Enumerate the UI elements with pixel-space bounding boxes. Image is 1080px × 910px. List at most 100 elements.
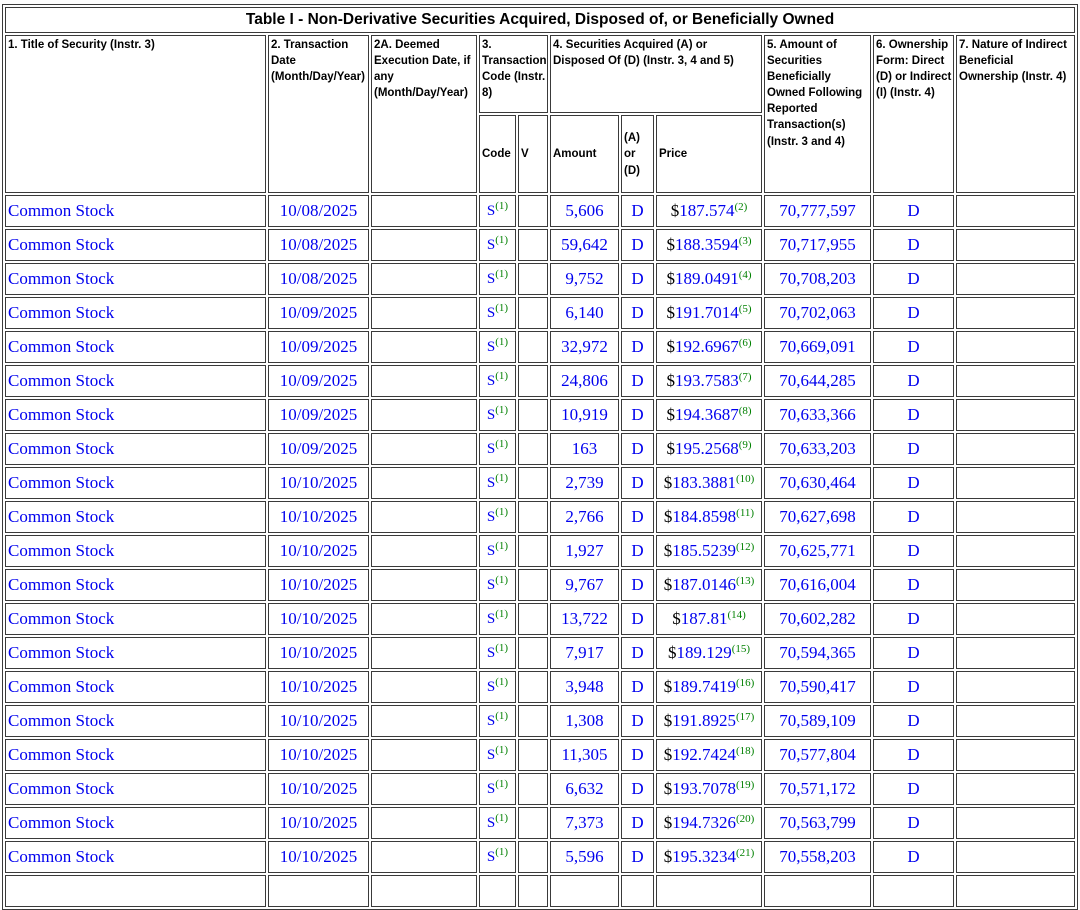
cell-security-title: Common Stock — [5, 229, 266, 261]
cell-transaction-code: S(1) — [479, 603, 516, 635]
cell-shares-owned-following: 70,602,282 — [764, 603, 871, 635]
table-title-row: Table I - Non-Derivative Securities Acqu… — [5, 7, 1076, 33]
currency-symbol: $ — [666, 439, 675, 458]
transaction-code-text: S — [486, 848, 496, 865]
cell-transaction-date: 10/09/2025 — [268, 399, 369, 431]
footnote-reference: (1) — [495, 199, 509, 212]
acquired-disposed-text: D — [631, 439, 644, 458]
cell-indirect-ownership-nature — [956, 807, 1076, 839]
amount-text: 9,752 — [565, 269, 604, 288]
security-title-text: Common Stock — [8, 575, 115, 594]
acquired-disposed-text: D — [631, 303, 644, 322]
amount-text: 5,606 — [565, 201, 604, 220]
amount-text: 163 — [571, 439, 598, 458]
acquired-disposed-text: D — [631, 507, 644, 526]
cell-indirect-ownership-nature — [956, 433, 1076, 465]
cell-shares-owned-following: 70,633,203 — [764, 433, 871, 465]
cell-transaction-code: S(1) — [479, 263, 516, 295]
cell-shares-owned-following: 70,577,804 — [764, 739, 871, 771]
cell-deemed-execution-date — [371, 501, 477, 533]
transaction-date-text: 10/10/2025 — [279, 575, 358, 594]
footnote-reference: (1) — [495, 505, 509, 518]
cell-transaction-code: S(1) — [479, 739, 516, 771]
footnote-reference: (1) — [495, 607, 509, 620]
header-nature-indirect-ownership: 7. Nature of Indirect Beneficial Ownersh… — [956, 35, 1076, 193]
subheader-amount: Amount — [550, 115, 619, 193]
cell-acquired-or-disposed: D — [621, 705, 654, 737]
amount-text: 5,596 — [565, 847, 604, 866]
cell-indirect-ownership-nature — [956, 229, 1076, 261]
acquired-disposed-text: D — [631, 609, 644, 628]
ownership-form-text: D — [907, 371, 920, 390]
amount-text: 7,917 — [565, 643, 604, 662]
ownership-form-text: D — [907, 541, 920, 560]
shares-owned-text: 70,625,771 — [779, 541, 856, 560]
table-row: Common Stock 10/09/2025 S(1) 24,806 D $193.75… — [5, 365, 1076, 397]
cell-price: $184.8598(11) — [656, 501, 762, 533]
amount-text: 7,373 — [565, 813, 604, 832]
cell-price: $185.5239(12) — [656, 535, 762, 567]
cell-acquired-or-disposed: D — [621, 841, 654, 873]
shares-owned-text: 70,577,804 — [779, 745, 856, 764]
cell-amount: 59,642 — [550, 229, 619, 261]
security-title-text: Common Stock — [8, 507, 115, 526]
cell-amount: 9,752 — [550, 263, 619, 295]
shares-owned-text: 70,571,172 — [779, 779, 856, 798]
currency-symbol: $ — [666, 337, 675, 356]
subheader-code: Code — [479, 115, 516, 193]
cell-amount: 6,632 — [550, 773, 619, 805]
currency-symbol: $ — [663, 541, 673, 560]
footnote-reference: (1) — [495, 675, 509, 688]
cell-security-title: Common Stock — [5, 195, 266, 227]
shares-owned-text: 70,602,282 — [779, 609, 856, 628]
amount-text: 3,948 — [565, 677, 604, 696]
amount-text: 1,308 — [565, 711, 604, 730]
cell-ownership-form: D — [873, 773, 954, 805]
cell-code-v — [518, 365, 548, 397]
cell-transaction-date: 10/10/2025 — [268, 467, 369, 499]
cell-price: $183.3881(10) — [656, 467, 762, 499]
cell-code-v — [518, 637, 548, 669]
cell-indirect-ownership-nature — [956, 705, 1076, 737]
ownership-form-text: D — [907, 439, 920, 458]
price-text: 195.3234 — [672, 847, 736, 866]
currency-symbol: $ — [663, 847, 673, 866]
cell-amount: 5,606 — [550, 195, 619, 227]
cell-price: $195.2568(9) — [656, 433, 762, 465]
header-title-of-security: 1. Title of Security (Instr. 3) — [5, 35, 266, 193]
price-text: 187.81 — [680, 609, 728, 628]
price-text: 189.0491 — [674, 269, 739, 288]
transaction-code-text: S — [486, 746, 496, 763]
ownership-form-text: D — [907, 473, 920, 492]
cell-code-v — [518, 331, 548, 363]
cell-shares-owned-following: 70,627,698 — [764, 501, 871, 533]
ownership-form-text: D — [907, 201, 920, 220]
transaction-code-text: S — [486, 440, 496, 457]
subheader-v: V — [518, 115, 548, 193]
cell-transaction-date: 10/10/2025 — [268, 535, 369, 567]
cell-deemed-execution-date — [371, 399, 477, 431]
price-text: 187.574 — [679, 201, 735, 220]
acquired-disposed-text: D — [631, 813, 644, 832]
cell-transaction-code: S(1) — [479, 705, 516, 737]
cell-transaction-date: 10/09/2025 — [268, 297, 369, 329]
cell-deemed-execution-date — [371, 603, 477, 635]
cell-deemed-execution-date — [371, 195, 477, 227]
cell-ownership-form: D — [873, 297, 954, 329]
cell-transaction-code: S(1) — [479, 467, 516, 499]
cell-security-title: Common Stock — [5, 773, 266, 805]
cell-code-v — [518, 841, 548, 873]
cell-transaction-date: 10/10/2025 — [268, 841, 369, 873]
cell-indirect-ownership-nature — [956, 365, 1076, 397]
cell-shares-owned-following: 70,594,365 — [764, 637, 871, 669]
table-row: Common Stock 10/10/2025 S(1) 3,948 D $189.741… — [5, 671, 1076, 703]
cell-transaction-date: 10/10/2025 — [268, 807, 369, 839]
cell-amount: 5,596 — [550, 841, 619, 873]
cell-ownership-form: D — [873, 399, 954, 431]
amount-text: 10,919 — [561, 405, 608, 424]
cell-transaction-code: S(1) — [479, 399, 516, 431]
currency-symbol: $ — [666, 235, 675, 254]
cell-price: $193.7583(7) — [656, 365, 762, 397]
cell-transaction-code: S(1) — [479, 671, 516, 703]
cell-price: $187.574(2) — [656, 195, 762, 227]
